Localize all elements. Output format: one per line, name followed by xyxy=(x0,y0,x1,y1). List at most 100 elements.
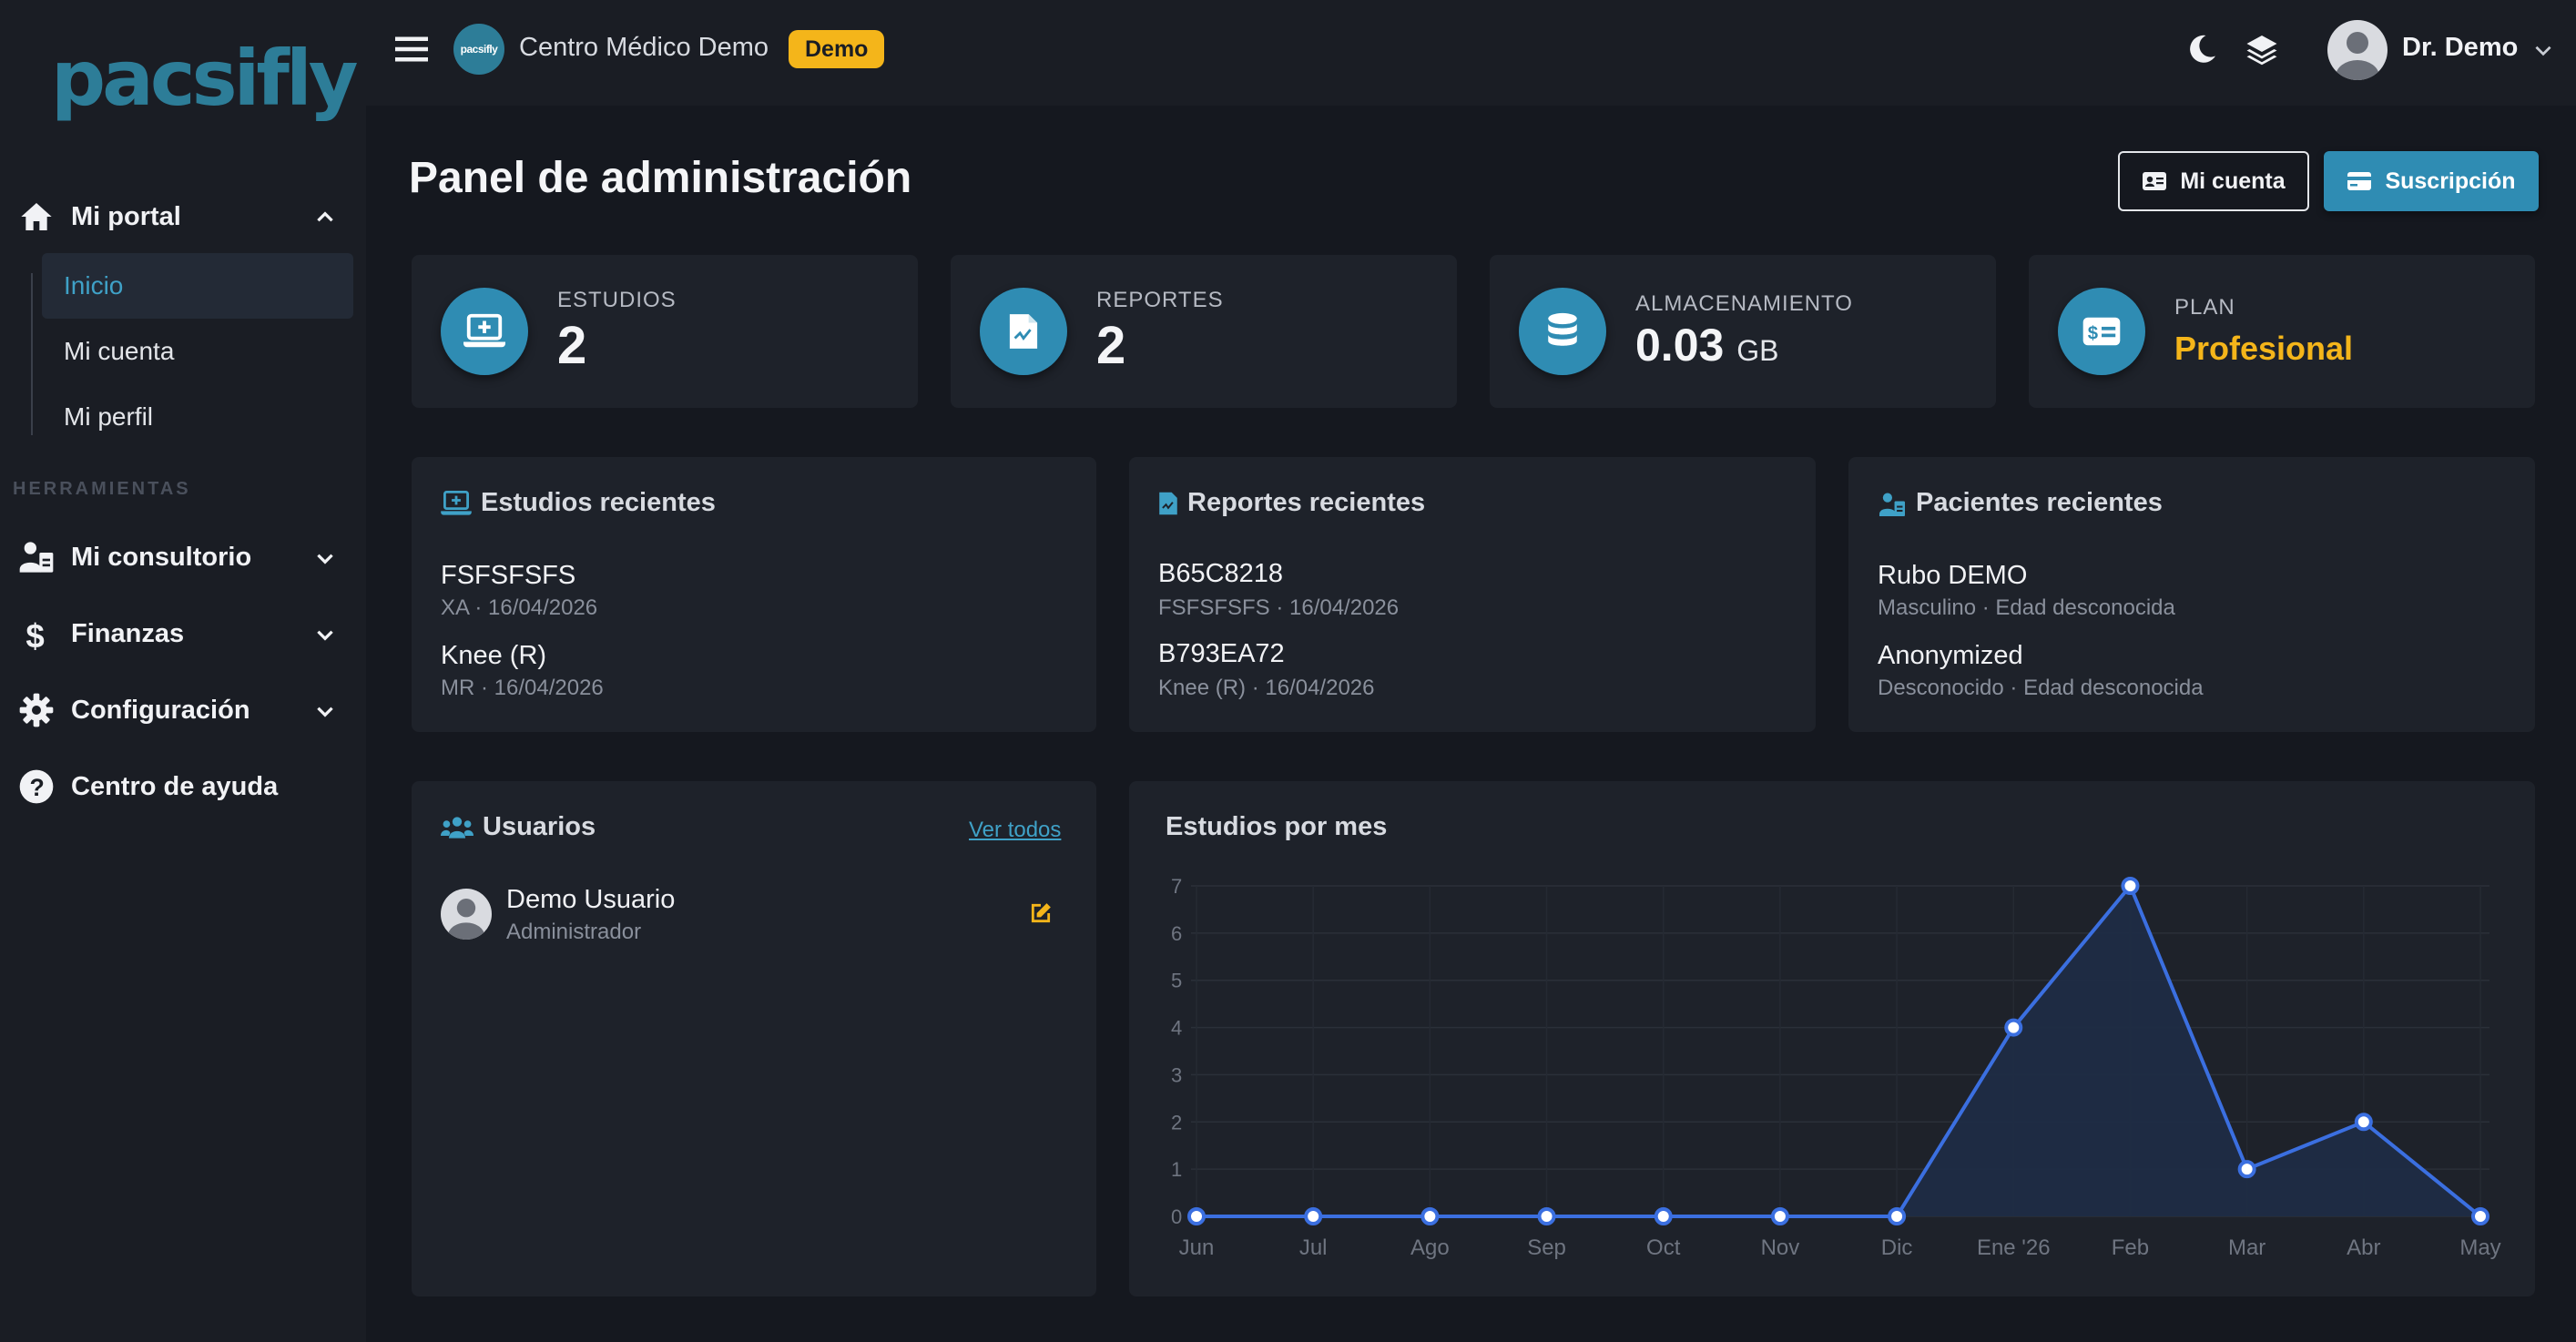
avatar xyxy=(441,889,492,940)
chevron-down-icon xyxy=(317,630,333,641)
recent-patients-card: Pacientes recientes Rubo DEMO Masculino … xyxy=(1848,457,2535,732)
x-tick-label: Ago xyxy=(1410,1235,1450,1260)
chevron-down-icon xyxy=(317,554,333,564)
stat-card-almacenamiento: ALMACENAMIENTO 0.03 GB xyxy=(1490,255,1996,408)
sidebar-item-inicio[interactable]: Inicio xyxy=(42,253,353,319)
users-icon xyxy=(441,816,473,839)
subscription-button[interactable]: Suscripción xyxy=(2324,151,2539,211)
credit-card-icon xyxy=(2347,172,2372,190)
list-item-name[interactable]: Rubo DEMO xyxy=(1878,561,2028,590)
sidebar-item-label: Mi portal xyxy=(71,201,181,231)
data-point xyxy=(1537,1207,1556,1225)
sidebar-item-label: Mi consultorio xyxy=(71,542,252,572)
stat-value: 0.03 GB xyxy=(1635,319,1778,371)
chevron-down-icon xyxy=(317,707,333,717)
users-card: Usuarios Ver todos Demo Usuario Administ… xyxy=(412,781,1096,1296)
page-title: Panel de administración xyxy=(409,154,912,202)
stat-label: ALMACENAMIENTO xyxy=(1635,291,1853,316)
sidebar-item-label: Finanzas xyxy=(71,618,185,648)
y-tick-label: 6 xyxy=(1171,922,1182,945)
x-tick-label: Oct xyxy=(1646,1235,1681,1260)
data-point xyxy=(1187,1207,1206,1225)
sidebar-item-mi-perfil[interactable]: Mi perfil xyxy=(64,402,154,431)
user-clipboard-icon xyxy=(1879,493,1905,516)
chevron-up-icon xyxy=(317,211,333,222)
list-item-meta: FSFSFSFS · 16/04/2026 xyxy=(1158,595,1400,620)
user-clipboard-icon xyxy=(19,542,54,573)
x-tick-label: May xyxy=(2459,1235,2500,1260)
sidebar-item-mi-consultorio[interactable]: Mi consultorio xyxy=(0,521,366,594)
storage-unit: GB xyxy=(1736,334,1779,367)
storage-value: 0.03 xyxy=(1635,320,1725,371)
file-report-icon xyxy=(980,288,1067,375)
card-title: Reportes recientes xyxy=(1158,488,1425,518)
stat-label: PLAN xyxy=(2174,295,2235,320)
stat-value: 2 xyxy=(1096,316,1126,375)
list-item-name[interactable]: B793EA72 xyxy=(1158,639,1285,668)
list-item-name[interactable]: Anonymized xyxy=(1878,641,2023,670)
stat-label: REPORTES xyxy=(1096,288,1224,312)
list-item-meta: MR · 16/04/2026 xyxy=(441,676,604,700)
recent-reports-card: Reportes recientes B65C8218 FSFSFSFS · 1… xyxy=(1129,457,1816,732)
studies-per-month-chart: 0 1 2 3 4 5 6 7 Jun Jul Ago Sep Oct Nov Dic Ene '26 Feb M… xyxy=(1171,875,2501,1260)
user-name[interactable]: Dr. Demo xyxy=(2402,33,2519,62)
my-account-button[interactable]: Mi cuenta xyxy=(2118,151,2309,211)
x-tick-label: Nov xyxy=(1761,1235,1800,1260)
list-item-meta: Knee (R) · 16/04/2026 xyxy=(1158,676,1375,700)
data-point xyxy=(2354,1113,2373,1132)
data-point xyxy=(1770,1207,1789,1225)
x-tick-label: Mar xyxy=(2228,1235,2265,1260)
y-tick-label: 1 xyxy=(1171,1158,1182,1181)
user-silhouette-icon xyxy=(2336,32,2379,80)
x-tick-label: Ene '26 xyxy=(1977,1235,2051,1260)
user-silhouette-icon xyxy=(447,899,485,940)
chart-title: Estudios por mes xyxy=(1166,812,1388,841)
sidebar-item-label: Centro de ayuda xyxy=(71,771,279,801)
hamburger-icon[interactable] xyxy=(395,35,428,64)
svg-text:?: ? xyxy=(30,774,45,801)
data-point xyxy=(1654,1207,1673,1225)
data-point xyxy=(2004,1018,2023,1037)
chevron-down-icon[interactable] xyxy=(2531,38,2555,62)
dollar-icon: $ xyxy=(25,617,44,652)
data-point xyxy=(2471,1207,2489,1225)
subscription-label: Suscripción xyxy=(2385,168,2516,194)
list-item-name[interactable]: FSFSFSFS xyxy=(441,561,576,590)
stat-label: ESTUDIOS xyxy=(557,288,677,312)
sidebar-item-label: Configuración xyxy=(71,695,250,725)
moon-icon[interactable] xyxy=(2185,33,2218,66)
list-item-name[interactable]: B65C8218 xyxy=(1158,559,1284,588)
money-card-icon: $ xyxy=(2058,288,2145,375)
plan-value: Profesional xyxy=(2174,330,2354,367)
card-title-label: Reportes recientes xyxy=(1187,488,1426,517)
stat-value: 2 xyxy=(557,316,587,375)
sidebar-item-mi-portal[interactable]: Mi portal xyxy=(0,180,366,253)
stat-card-estudios: ESTUDIOS 2 xyxy=(412,255,918,408)
sidebar: pacsifly Mi portal Inicio Mi cuenta Mi p… xyxy=(0,0,366,1342)
chart-card: Estudios por mes 0 1 2 3 4 5 6 7 Jun Jul Ago Sep Oct… xyxy=(1129,781,2535,1296)
avatar[interactable] xyxy=(2327,20,2388,80)
sidebar-item-mi-cuenta[interactable]: Mi cuenta xyxy=(64,337,175,365)
sidebar-item-finanzas[interactable]: $ Finanzas xyxy=(0,597,366,670)
list-item-meta: Desconocido · Edad desconocida xyxy=(1878,676,2204,700)
x-tick-label: Abr xyxy=(2347,1235,2380,1260)
x-tick-label: Sep xyxy=(1527,1235,1566,1260)
my-account-label: Mi cuenta xyxy=(2180,168,2286,194)
sidebar-item-centro-de-ayuda[interactable]: ? Centro de ayuda xyxy=(0,750,366,823)
card-title-label: Usuarios xyxy=(483,812,596,841)
database-icon xyxy=(1519,288,1606,375)
y-tick-label: 0 xyxy=(1171,1205,1182,1228)
edit-icon[interactable] xyxy=(1029,901,1053,925)
home-icon xyxy=(21,203,52,230)
laptop-plus-icon xyxy=(441,288,528,375)
recent-studies-card: Estudios recientes FSFSFSFS XA · 16/04/2… xyxy=(412,457,1096,732)
demo-badge: Demo xyxy=(789,30,885,68)
top-bar: pacsifly Centro Médico Demo Demo Dr. Dem… xyxy=(366,0,2576,106)
layers-icon[interactable] xyxy=(2245,33,2278,66)
sidebar-item-configuracion[interactable]: Configuración xyxy=(0,674,366,747)
list-item-meta: Masculino · Edad desconocida xyxy=(1878,595,2175,620)
app-logo[interactable]: pacsifly xyxy=(51,34,358,123)
view-all-link[interactable]: Ver todos xyxy=(969,818,1062,842)
list-item-name[interactable]: Knee (R) xyxy=(441,641,547,670)
svg-text:$: $ xyxy=(2088,323,2098,343)
